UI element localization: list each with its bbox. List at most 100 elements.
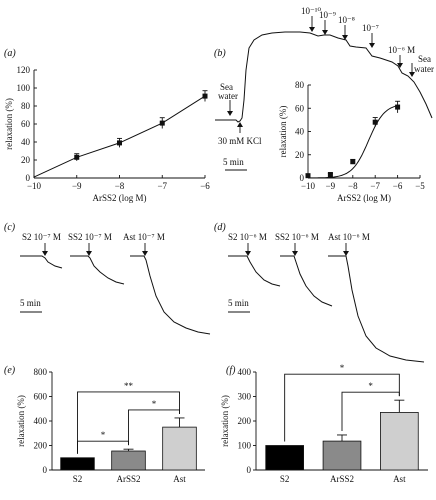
y-tick-label-b-inset: 40 — [295, 127, 305, 137]
bar-e-2 — [162, 426, 197, 471]
bar-f-1 — [322, 440, 362, 471]
trace-d-s2 — [228, 255, 281, 287]
category-label-f: S2 — [280, 474, 290, 484]
trace-d-ast — [328, 255, 425, 363]
x-tick-label-b-inset: −5 — [415, 181, 425, 191]
arrow-c-s2-head — [42, 251, 48, 256]
y-tick-label-a: 100 — [17, 83, 31, 93]
trace-d-label-ss2: SS2 10⁻⁶ M — [275, 232, 319, 242]
panel-label-b: (b) — [214, 48, 226, 59]
y-tick-label-b-inset: 80 — [295, 80, 305, 90]
trace-d-label-s2: S2 10⁻⁶ M — [228, 232, 267, 242]
y-tick-label-f: 300 — [238, 392, 252, 402]
category-label-e: Ast — [173, 474, 186, 484]
scale-label-b: 5 min — [223, 157, 244, 167]
dose-label-1e-9: 10⁻⁹ — [319, 10, 336, 20]
y-axis-label-e: relaxation (%) — [16, 395, 26, 447]
data-point-a — [159, 120, 165, 126]
trace-c-s2 — [20, 255, 63, 269]
y-tick-label-f: 100 — [238, 441, 252, 451]
x-tick-label-b-inset: −6 — [393, 181, 403, 191]
y-tick-label-e: 200 — [34, 441, 48, 451]
x-tick-label-a: −10 — [27, 181, 42, 191]
chart-f-bar: 0 100 200 300 400 relaxation (%) S2 ArSS2 Ast * * — [220, 363, 428, 484]
arrow-kcl-head — [237, 122, 243, 127]
data-point-a — [117, 140, 122, 146]
category-label-f: Ast — [393, 474, 406, 484]
trace-c: S2 10⁻⁷ M SS2 10⁻⁷ M Ast 10⁻⁷ M 5 min — [20, 232, 211, 335]
category-label-e: ArSS2 — [116, 474, 140, 484]
kcl-label: 30 mM KCl — [218, 136, 262, 146]
bar-f-0 — [265, 445, 304, 471]
panel-label-f: (f) — [226, 365, 236, 376]
trace-b: 10⁻¹⁰ 10⁻⁹ 10⁻⁸ 10⁻⁷ 10⁻⁶ M Sea water Se… — [215, 6, 434, 171]
significance-label-f: * — [340, 363, 345, 373]
x-tick-label-b-inset: −8 — [348, 181, 358, 191]
y-tick-label-a: 40 — [21, 137, 31, 147]
significance-label-f: * — [368, 381, 373, 391]
arrow-1e-8-head — [342, 35, 348, 40]
y-tick-label-b-inset: 20 — [295, 150, 305, 160]
y-tick-label-f: 400 — [238, 367, 252, 377]
significance-label-e: ** — [124, 381, 134, 391]
arrow-1e-9-head — [322, 30, 328, 35]
dose-label-1e-6: 10⁻⁶ M — [388, 45, 415, 55]
arrow-1e-6-head — [397, 63, 403, 68]
x-axis-label-a: ArSS2 (log M) — [92, 193, 146, 203]
dose-arrows — [227, 16, 415, 133]
fit-line-b-inset — [307, 104, 400, 179]
data-point-b-inset — [372, 119, 378, 125]
y-tick-label-e: 800 — [34, 367, 48, 377]
panel-label-a: (a) — [4, 48, 16, 59]
x-axis-label-b-inset: ArSS2 (log M) — [337, 193, 391, 203]
x-tick-label-a: −9 — [72, 181, 82, 191]
data-point-b-inset — [395, 104, 401, 110]
significance-bracket-e — [77, 391, 180, 454]
data-point-a — [202, 93, 208, 99]
x-tick-label-a: −6 — [200, 181, 210, 191]
panel-label-e: (e) — [4, 365, 16, 376]
x-tick-label-b-inset: −7 — [370, 181, 380, 191]
y-tick-label-a: 80 — [21, 101, 31, 111]
trace-c-ast — [130, 255, 211, 335]
trace-c-label-ss2: SS2 10⁻⁷ M — [68, 232, 112, 242]
arrow-1e-7-head — [369, 43, 375, 48]
arrow-d-ss2-head — [292, 251, 298, 256]
arrow-c-ast-head — [142, 251, 148, 256]
y-tick-label-e: 600 — [34, 392, 48, 402]
data-point-b-inset — [350, 159, 356, 165]
trace-d: S2 10⁻⁶ M SS2 10⁻⁶ M Ast 10⁻⁶ M 5 min — [228, 232, 425, 363]
dose-label-1e-10: 10⁻¹⁰ — [301, 6, 321, 16]
significance-label-e: * — [152, 399, 157, 409]
sea-water-right-1: Sea — [418, 54, 431, 64]
trace-d-label-ast: Ast 10⁻⁶ M — [328, 232, 370, 242]
trace-d-arrows — [245, 243, 349, 256]
y-tick-label-a: 60 — [21, 119, 31, 129]
sea-water-left-2: water — [218, 91, 238, 101]
y-tick-label-f: 0 — [247, 465, 252, 475]
arrow-seawater-left-head — [227, 111, 233, 116]
chart-b-inset-dose-response: 0 20 40 60 80 −10 −9 −8 −7 −6 −5 ArSS2 (log M) relax… — [278, 80, 425, 203]
panel-label-c: (c) — [4, 222, 16, 233]
trace-b-line — [215, 31, 433, 123]
y-tick-label-a: 120 — [17, 65, 31, 75]
y-tick-label-a: 0 — [26, 173, 31, 183]
chart-a-dose-response: 0 20 40 60 80 100 120 −10 −9 −8 −7 −6 ArSS2 (log M) r… — [4, 65, 210, 203]
x-tick-label-b-inset: −9 — [326, 181, 336, 191]
y-tick-label-f: 200 — [238, 416, 252, 426]
dose-label-1e-7: 10⁻⁷ — [362, 23, 379, 33]
trace-c-ss2 — [70, 255, 125, 285]
y-tick-label-e: 400 — [34, 416, 48, 426]
arrow-d-s2-head — [245, 251, 251, 256]
arrow-c-ss2-head — [86, 251, 92, 256]
x-tick-label-a: −7 — [157, 181, 167, 191]
category-label-e: S2 — [73, 474, 83, 484]
y-axis-label-b-inset: relaxation (%) — [278, 106, 288, 158]
panel-label-d: (d) — [214, 222, 226, 233]
scale-label-d: 5 min — [228, 298, 249, 308]
category-label-f: ArSS2 — [330, 474, 354, 484]
x-tick-label-b-inset: −10 — [301, 181, 316, 191]
arrow-d-ast-head — [343, 251, 349, 256]
